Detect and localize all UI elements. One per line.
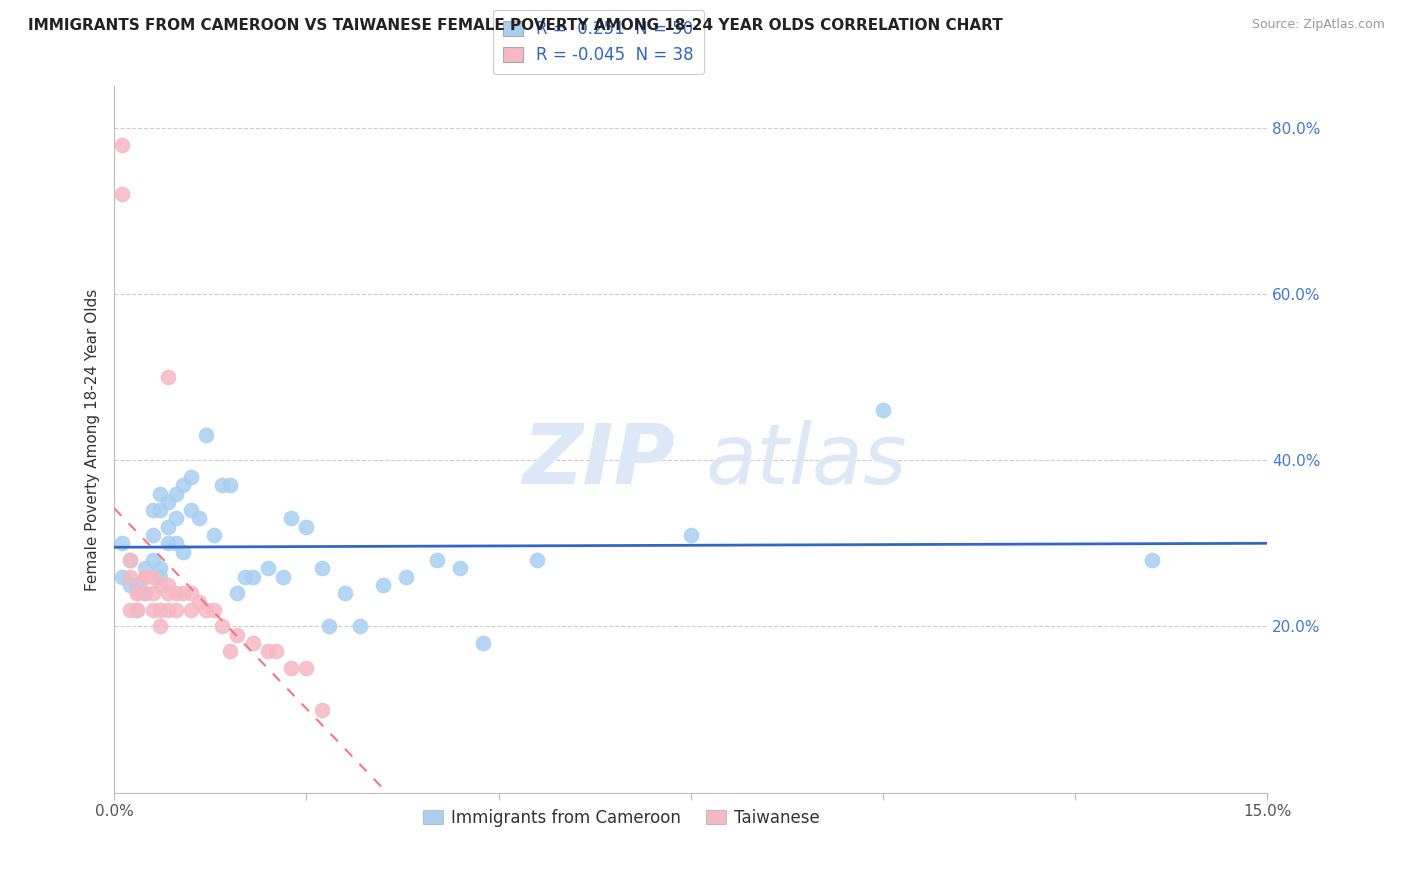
Point: [273, 569, 295, 583]
Point: [165, 536, 187, 550]
Point: [226, 628, 249, 642]
Point: [127, 603, 149, 617]
Point: [149, 619, 172, 633]
Legend: Immigrants from Cameroon, Taiwanese: Immigrants from Cameroon, Taiwanese: [416, 803, 827, 834]
Point: [226, 586, 249, 600]
Point: [395, 569, 418, 583]
Point: [127, 586, 149, 600]
Text: atlas: atlas: [706, 420, 907, 501]
Point: [118, 578, 141, 592]
Point: [202, 603, 225, 617]
Point: [242, 569, 264, 583]
Point: [264, 644, 287, 658]
Point: [156, 520, 179, 534]
Point: [149, 503, 172, 517]
Point: [165, 486, 187, 500]
Point: [165, 511, 187, 525]
Point: [187, 594, 209, 608]
Point: [142, 503, 165, 517]
Point: [349, 619, 371, 633]
Point: [142, 603, 165, 617]
Point: [156, 495, 179, 509]
Point: [872, 403, 894, 417]
Point: [1140, 553, 1163, 567]
Point: [180, 586, 202, 600]
Point: [118, 553, 141, 567]
Point: [134, 569, 156, 583]
Y-axis label: Female Poverty Among 18-24 Year Olds: Female Poverty Among 18-24 Year Olds: [86, 288, 100, 591]
Point: [257, 561, 280, 575]
Point: [156, 586, 179, 600]
Point: [134, 586, 156, 600]
Point: [127, 603, 149, 617]
Point: [149, 486, 172, 500]
Point: [156, 603, 179, 617]
Text: IMMIGRANTS FROM CAMEROON VS TAIWANESE FEMALE POVERTY AMONG 18-24 YEAR OLDS CORRE: IMMIGRANTS FROM CAMEROON VS TAIWANESE FE…: [28, 18, 1002, 33]
Point: [134, 561, 156, 575]
Point: [679, 528, 702, 542]
Point: [172, 478, 194, 492]
Point: [472, 636, 495, 650]
Text: ZIP: ZIP: [522, 420, 675, 501]
Point: [218, 644, 240, 658]
Point: [172, 544, 194, 558]
Point: [180, 603, 202, 617]
Point: [280, 511, 302, 525]
Point: [118, 553, 141, 567]
Point: [142, 569, 165, 583]
Point: [156, 578, 179, 592]
Point: [149, 578, 172, 592]
Point: [172, 586, 194, 600]
Point: [311, 702, 333, 716]
Point: [202, 528, 225, 542]
Point: [111, 187, 134, 202]
Point: [311, 561, 333, 575]
Point: [218, 478, 240, 492]
Point: [118, 569, 141, 583]
Point: [233, 569, 256, 583]
Point: [142, 586, 165, 600]
Point: [333, 586, 356, 600]
Point: [187, 511, 209, 525]
Point: [111, 536, 134, 550]
Point: [526, 553, 548, 567]
Point: [295, 520, 318, 534]
Point: [211, 478, 233, 492]
Point: [373, 578, 395, 592]
Point: [127, 586, 149, 600]
Point: [134, 569, 156, 583]
Point: [111, 569, 134, 583]
Point: [134, 586, 156, 600]
Point: [127, 578, 149, 592]
Point: [156, 536, 179, 550]
Point: [149, 603, 172, 617]
Point: [318, 619, 340, 633]
Point: [118, 603, 141, 617]
Point: [142, 553, 165, 567]
Point: [180, 470, 202, 484]
Point: [257, 644, 280, 658]
Point: [180, 503, 202, 517]
Point: [149, 561, 172, 575]
Point: [149, 569, 172, 583]
Point: [156, 370, 179, 384]
Point: [165, 603, 187, 617]
Point: [142, 528, 165, 542]
Point: [295, 661, 318, 675]
Point: [195, 428, 218, 442]
Point: [449, 561, 471, 575]
Point: [165, 586, 187, 600]
Point: [195, 603, 218, 617]
Point: [111, 137, 134, 152]
Text: Source: ZipAtlas.com: Source: ZipAtlas.com: [1251, 18, 1385, 31]
Point: [280, 661, 302, 675]
Point: [426, 553, 449, 567]
Point: [242, 636, 264, 650]
Point: [211, 619, 233, 633]
